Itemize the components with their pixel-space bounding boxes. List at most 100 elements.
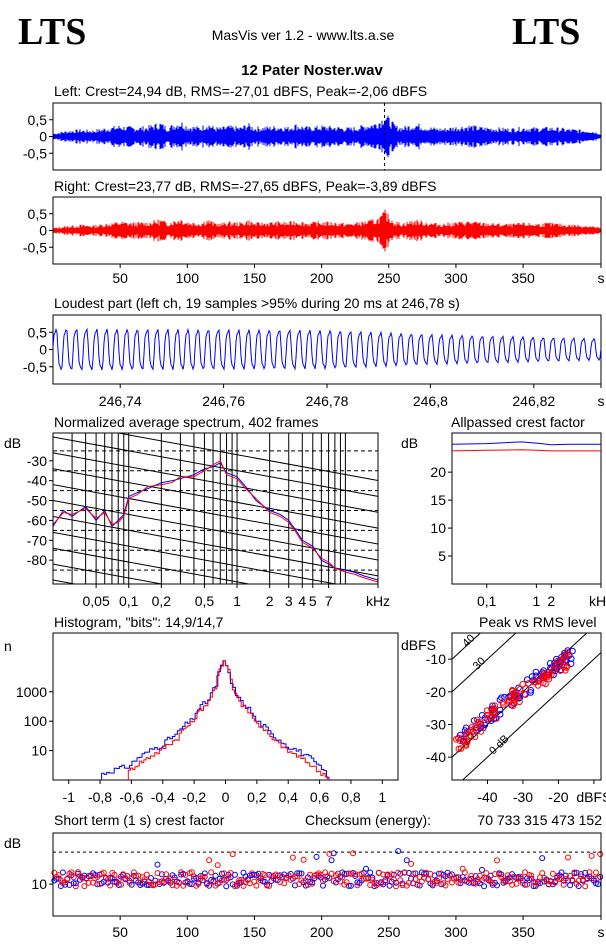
peak-vs-rms-point (509, 686, 516, 694)
peak-vs-rms-point (470, 717, 478, 724)
short-term-crest-point-right (395, 869, 402, 876)
allpassed-ytick-label: 15 (430, 492, 446, 508)
right-waveform-xtick-label: 50 (112, 270, 128, 286)
spectrum-series-right (53, 460, 378, 583)
allpassed-crest-ylabel: dB (401, 435, 418, 451)
peak-vs-rms-point (559, 656, 566, 663)
short-term-crest-point-left (347, 882, 354, 889)
short-term-crest-point-right (154, 870, 161, 877)
short-term-crest-point-right (72, 883, 79, 890)
peak-vs-rms-point (500, 701, 507, 708)
peak-vs-rms-point (509, 702, 517, 710)
short-term-crest-point-right (347, 870, 354, 877)
short-term-crest-point-right (152, 881, 159, 888)
short-term-crest-point-right (565, 854, 571, 861)
short-term-crest-point-right (96, 881, 103, 888)
short-term-crest-point-left (562, 872, 569, 879)
short-term-crest-point-left (382, 877, 389, 884)
short-term-crest-point-right (309, 880, 316, 887)
histogram-chart: Histogram, "bits": 14,9/14,7 n 100010010… (4, 614, 399, 805)
peak-vs-rms-point (534, 675, 542, 682)
short-term-crest-point-right (350, 850, 357, 857)
peak-vs-rms-point (470, 727, 477, 735)
short-term-crest-chart: Short term (1 s) crest factor Checksum (… (4, 812, 605, 940)
loudest-xtick-label: 246,76 (202, 393, 245, 409)
file-name: 12 Pater Noster.wav (241, 62, 383, 79)
spectrum-ytick-label: -60 (27, 512, 47, 528)
short-term-crest-point-right (436, 875, 442, 882)
allpassed-ytick-label: 10 (430, 520, 446, 536)
short-term-crest-point-right (253, 882, 260, 889)
allpassed-ytick-label: 20 (430, 464, 446, 480)
spectrum-ytick-label: -50 (27, 493, 47, 509)
right-waveform-xtick-label: s (598, 270, 605, 286)
short-term-crest-point-right (163, 871, 170, 878)
short-term-crest-point-right (446, 872, 453, 879)
right-waveform-ytick-label: 0,5 (28, 206, 48, 222)
right-waveform-chart: Right: Crest=23,77 dB, RMS=-27,65 dBFS, … (23, 178, 605, 286)
peak-vs-rms-ytick-label: -30 (426, 716, 446, 732)
short-term-crest-point-right (206, 857, 213, 864)
short-term-crest-point-right (388, 871, 395, 878)
short-term-crest-point-right (504, 872, 511, 879)
peak-vs-rms-title: Peak vs RMS level (479, 614, 596, 630)
left-waveform-ytick-label: -0,5 (23, 145, 47, 161)
short-term-crest-point-right (289, 854, 296, 861)
peak-vs-rms-point (560, 663, 568, 671)
short-term-crest-ytick-label: 10 (31, 876, 47, 892)
short-term-crest-point-right (569, 876, 576, 883)
short-term-crest-point-right (90, 879, 96, 886)
loudest-ytick-label: 0,5 (28, 324, 48, 340)
spectrum-frame (52, 432, 379, 585)
histogram-xtick-label: 0,8 (341, 789, 361, 805)
short-term-crest-point-right (580, 876, 586, 883)
peak-vs-rms-point (491, 702, 499, 710)
histogram-xtick-label: 1 (378, 789, 386, 805)
short-term-crest-point-right (343, 879, 350, 886)
short-term-crest-point-right (442, 882, 449, 889)
short-term-crest-point-right (339, 874, 346, 881)
loudest-part-title: Loudest part (left ch, 19 samples >95% d… (54, 295, 460, 311)
short-term-crest-xtick-label: 50 (112, 924, 128, 940)
app-title: MasVis ver 1.2 - www.lts.a.se (212, 27, 395, 43)
spectrum-xtick-label: 1 (233, 593, 241, 609)
spectrum-chart: Normalized average spectrum, 402 frames … (4, 414, 390, 609)
peak-vs-rms-point (554, 661, 561, 668)
short-term-crest-point-right (195, 880, 202, 887)
short-term-crest-point-left (539, 855, 546, 862)
short-term-crest-point-right (171, 876, 178, 883)
spectrum-slope-line (53, 515, 378, 577)
short-term-crest-point-right (483, 870, 490, 877)
short-term-crest-point-left (498, 871, 505, 878)
peak-vs-rms-point (522, 685, 530, 692)
short-term-crest-point-right (517, 873, 524, 880)
short-term-crest-point-right (212, 882, 219, 889)
short-term-crest-point-right (143, 871, 150, 878)
short-term-crest-point-right (562, 875, 569, 882)
right-waveform-title: Right: Crest=23,77 dB, RMS=-27,65 dBFS, … (54, 178, 436, 194)
peak-vs-rms-ytick-label: -40 (426, 749, 446, 765)
short-term-crest-point-right (401, 869, 408, 876)
left-waveform-ytick-label: 0,5 (28, 112, 48, 128)
peak-vs-rms-frame (451, 632, 602, 781)
loudest-ytick-label: 0 (39, 342, 47, 358)
right-waveform-xtick-label: 100 (176, 270, 200, 286)
peak-vs-rms-point (527, 689, 534, 696)
short-term-crest-point-left (373, 880, 380, 887)
peak-vs-rms-point (471, 733, 479, 741)
histogram-ytick-label: 10 (31, 743, 47, 759)
short-term-crest-point-right (491, 871, 498, 878)
histogram-xtick-label: -0,6 (119, 789, 143, 805)
right-waveform-xtick-label: 200 (310, 270, 334, 286)
short-term-crest-point-left (212, 872, 219, 879)
short-term-crest-point-right (201, 873, 208, 880)
short-term-crest-point-right (178, 869, 185, 876)
short-term-crest-point-right (408, 860, 415, 867)
allpassed-xtick-label: 1 (532, 593, 540, 609)
short-term-crest-xtick-label: 200 (310, 924, 334, 940)
short-term-crest-point-left (59, 869, 66, 876)
allpassed-xtick-label: 2 (547, 593, 555, 609)
spectrum-title: Normalized average spectrum, 402 frames (54, 414, 319, 430)
peak-vs-rms-point (531, 679, 539, 686)
right-waveform-xtick-label: 350 (511, 270, 535, 286)
